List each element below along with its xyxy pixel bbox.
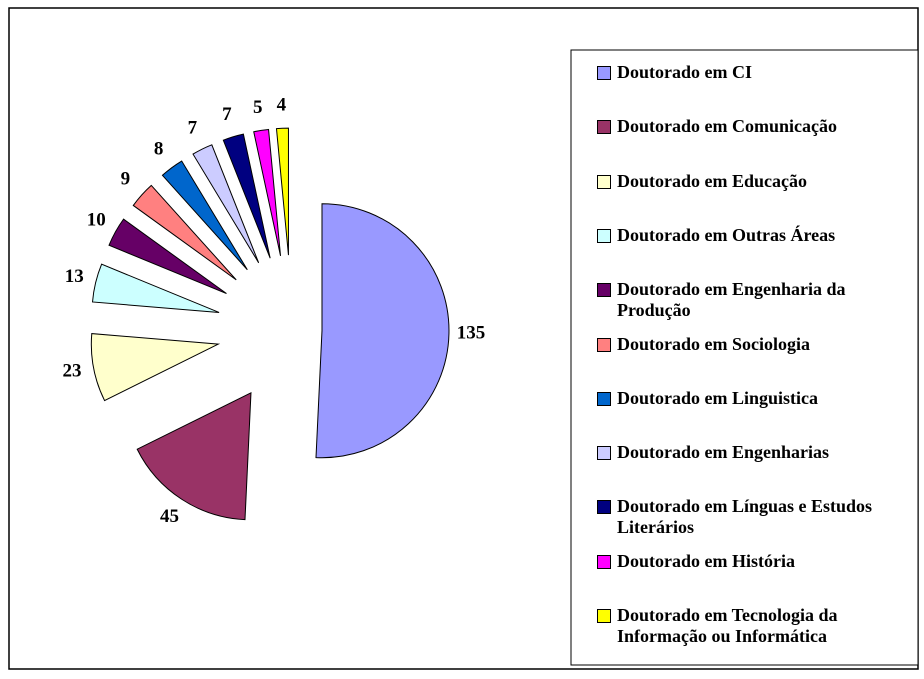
legend-item: Doutorado em Educação (597, 171, 915, 192)
pie-slice (253, 128, 282, 256)
legend-swatch (597, 174, 611, 189)
pie-slice (192, 144, 260, 264)
legend-label: Doutorado em Engenharia da Produção (617, 279, 846, 321)
legend-swatch (597, 391, 611, 406)
pie-slice (108, 218, 227, 294)
pie-slice (90, 333, 221, 402)
data-label: 135 (457, 323, 486, 344)
legend-label: Doutorado em Tecnologia da Informação ou… (617, 605, 838, 646)
pie-slice (132, 184, 237, 281)
data-label: 13 (65, 266, 84, 287)
data-label: 4 (277, 95, 287, 116)
legend-label: Doutorado em Linguistica (617, 387, 819, 408)
legend-item: Doutorado em Linguistica (597, 388, 915, 409)
legend-label: Doutorado em Línguas e Estudos Literário… (617, 496, 873, 538)
pie-slice (91, 263, 220, 313)
data-label: 9 (121, 169, 131, 190)
pie-slice (161, 160, 248, 271)
legend-item: Doutorado em Tecnologia da Informação ou… (597, 605, 915, 647)
legend-item: Doutorado em História (597, 551, 915, 572)
legend-label: Doutorado em Outras Áreas (617, 224, 836, 245)
legend-swatch (597, 554, 611, 569)
legend-label: Doutorado em Sociologia (617, 333, 810, 354)
legend-swatch (597, 66, 611, 80)
pie-slice (222, 133, 271, 259)
legend-swatch (597, 283, 611, 298)
legend-label: Doutorado em CI (617, 62, 752, 82)
legend-item: Doutorado em Sociologia (597, 334, 915, 355)
legend-item: Doutorado em Outras Áreas (597, 225, 915, 246)
legend-swatch (597, 500, 611, 515)
data-label: 23 (62, 360, 81, 381)
pie-slice (136, 391, 252, 521)
legend-label: Doutorado em Engenharias (617, 442, 830, 463)
data-label: 7 (188, 118, 198, 139)
legend-item: Doutorado em Engenharia da Produção (597, 279, 915, 321)
data-label: 7 (222, 104, 232, 125)
pie-slice (275, 127, 289, 256)
data-label: 8 (154, 138, 164, 159)
legend-swatch (597, 337, 611, 352)
legend-swatch (597, 609, 611, 623)
legend-label: Doutorado em História (617, 550, 795, 571)
legend-item: Doutorado em Comunicação (597, 116, 915, 137)
data-label: 45 (160, 506, 179, 527)
data-label: 5 (253, 97, 263, 118)
legend-item: Doutorado em CI (597, 62, 915, 83)
legend-item: Doutorado em Línguas e Estudos Literário… (597, 496, 915, 538)
legend-label: Doutorado em Comunicação (617, 116, 837, 137)
pie-slice (315, 203, 450, 459)
legend-box (570, 49, 919, 666)
legend-item: Doutorado em Engenharias (597, 442, 915, 463)
legend-label: Doutorado em Educação (617, 170, 807, 191)
data-label: 10 (87, 209, 106, 230)
legend-swatch (597, 120, 611, 135)
legend-swatch (597, 446, 611, 461)
legend-swatch (597, 228, 611, 243)
